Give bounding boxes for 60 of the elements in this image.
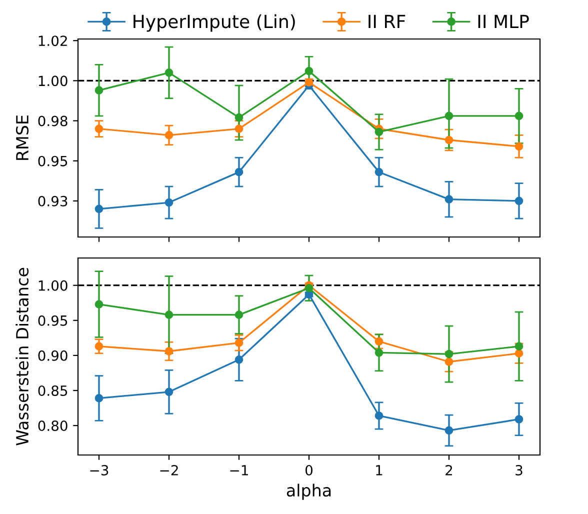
point	[94, 204, 104, 214]
point	[514, 349, 524, 358]
point	[94, 342, 104, 350]
y-tick-label: 0.98	[38, 116, 68, 126]
point	[514, 112, 524, 120]
point	[234, 113, 244, 122]
y-tick-label: 1.02	[38, 36, 67, 46]
point	[374, 412, 384, 420]
y-tick-label: 1.00	[38, 76, 68, 86]
point	[164, 68, 174, 77]
point	[444, 350, 454, 358]
point	[234, 124, 244, 133]
point	[94, 394, 104, 402]
point	[514, 342, 524, 350]
y-tick-label: 0.85	[38, 385, 68, 396]
y-axis-title: RMSE	[16, 116, 29, 160]
y-tick-label: 0.80	[38, 420, 68, 432]
x-tick-label: −1	[230, 465, 248, 476]
x-tick-label: 0	[305, 464, 312, 476]
point	[94, 86, 104, 94]
legend-label: II MLP	[478, 14, 529, 28]
point	[94, 124, 104, 133]
x-tick-label: −3	[90, 464, 108, 476]
y-tick-label: 0.90	[38, 350, 68, 361]
legend-label: II RF	[368, 14, 406, 28]
y-tick-label: 0.95	[38, 156, 68, 166]
point	[444, 112, 454, 120]
point	[164, 347, 174, 356]
point	[164, 388, 174, 396]
point	[94, 300, 104, 308]
point	[374, 348, 384, 357]
point	[444, 195, 454, 204]
point	[164, 310, 174, 319]
point	[164, 198, 174, 207]
point	[444, 426, 454, 435]
point	[234, 310, 244, 319]
point	[514, 196, 524, 206]
point	[444, 358, 454, 366]
legend-label: HyperImpute (Lin)	[134, 14, 295, 32]
y-tick-label: 1.00	[38, 280, 68, 291]
point	[514, 142, 524, 151]
x-tick-label: 1	[376, 465, 382, 476]
point	[514, 415, 524, 424]
y-axis-title: Wasserstein Distance	[16, 268, 29, 446]
x-tick-label: 2	[446, 464, 452, 476]
point	[304, 66, 314, 76]
point	[444, 136, 454, 144]
point	[374, 128, 384, 136]
point	[234, 168, 244, 176]
y-tick-label: 0.95	[38, 315, 68, 326]
point	[374, 337, 384, 346]
x-axis-title: alpha	[286, 484, 331, 500]
y-tick-label: 0.93	[38, 196, 68, 206]
x-tick-label: −2	[160, 464, 178, 476]
point	[234, 355, 244, 364]
x-tick-label: 3	[516, 464, 522, 476]
point	[164, 131, 174, 140]
point	[304, 284, 314, 292]
point	[374, 168, 384, 176]
point	[234, 338, 244, 347]
